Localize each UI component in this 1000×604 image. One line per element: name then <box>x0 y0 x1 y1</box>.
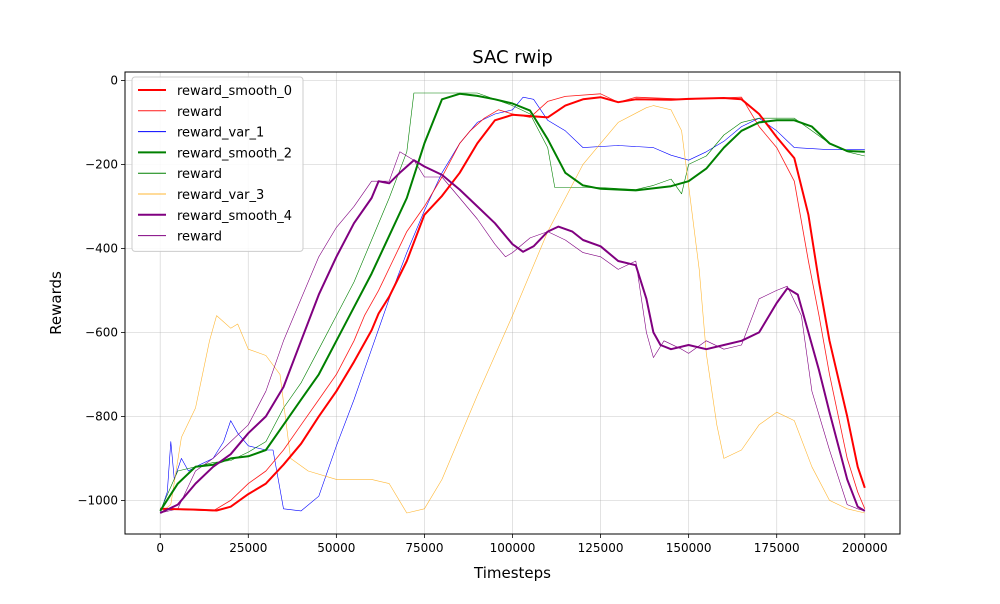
y-axis: −1000 −800 −600 −400 −200 0 <box>77 73 125 507</box>
series-line-2 <box>159 96 865 514</box>
y-axis-label: Rewards <box>47 271 65 335</box>
series-line-0 <box>160 96 866 512</box>
series-line-6 <box>159 159 866 514</box>
legend-label: reward_var_1 <box>177 126 264 141</box>
series-line-1 <box>160 93 866 512</box>
y-tick-label: −600 <box>85 325 118 339</box>
x-axis: 0 25000 50000 75000 100000 125000 150000 175000… <box>156 534 888 555</box>
series-layer <box>159 92 866 514</box>
y-tick-label: −400 <box>85 241 118 255</box>
chart-title: SAC rwip <box>472 47 553 68</box>
legend-label: reward_smooth_0 <box>177 84 292 99</box>
x-axis-label: Timesteps <box>473 564 551 582</box>
x-tick-label: 75000 <box>405 541 443 555</box>
series-line-7 <box>160 151 865 514</box>
legend-box <box>131 76 304 252</box>
x-tick-label: 0 <box>156 541 164 555</box>
legend-label: reward <box>177 105 222 120</box>
legend-label: reward_smooth_2 <box>177 146 292 161</box>
legend-label: reward <box>177 230 222 245</box>
series-line-3 <box>159 92 865 512</box>
y-tick-label: −1000 <box>77 493 118 507</box>
legend-label: reward_smooth_4 <box>177 209 292 224</box>
series-line-5 <box>160 105 865 514</box>
x-tick-label: 150000 <box>666 541 712 555</box>
y-tick-label: 0 <box>110 73 118 87</box>
x-tick-label: 175000 <box>754 541 800 555</box>
legend-label: reward_var_3 <box>177 188 264 203</box>
legend-label: reward <box>177 167 222 182</box>
y-tick-label: −200 <box>85 157 118 171</box>
x-tick-label: 100000 <box>490 541 536 555</box>
y-tick-label: −800 <box>85 409 118 423</box>
x-tick-label: 50000 <box>317 541 355 555</box>
x-tick-label: 25000 <box>229 541 267 555</box>
series-line-4 <box>159 92 865 512</box>
x-tick-label: 200000 <box>842 541 888 555</box>
x-tick-label: 125000 <box>578 541 624 555</box>
